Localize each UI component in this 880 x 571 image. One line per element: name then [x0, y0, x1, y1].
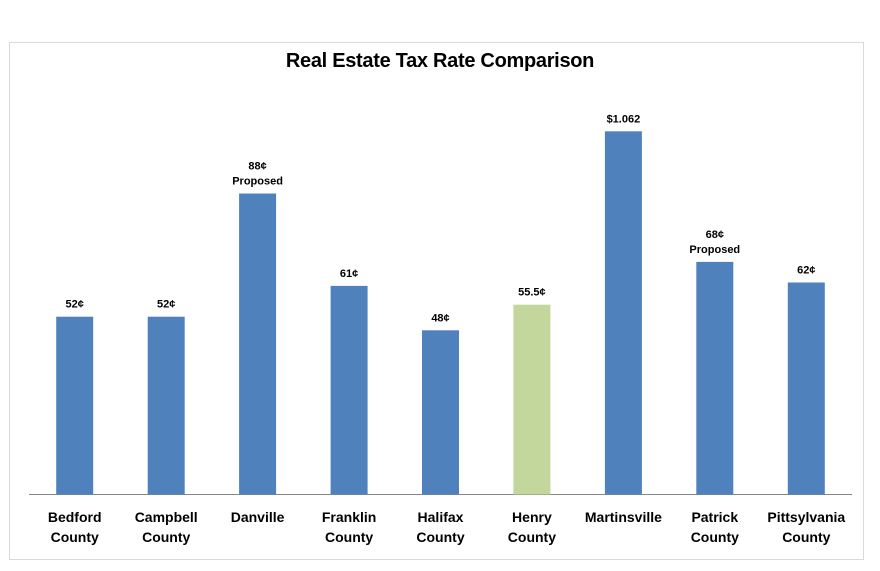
bar-henry-county	[513, 304, 551, 495]
bar-martinsville	[604, 131, 642, 495]
data-label-henry-county: 55.5¢	[518, 287, 546, 299]
x-tick-labels-group: Bedford County Campbell County Danville Frank…	[48, 509, 846, 545]
x-tick-label-campbell-county-line-1: Campbell	[135, 509, 198, 525]
x-tick-label-martinsville: Martinsville	[585, 509, 662, 525]
bars-group	[56, 131, 825, 495]
bar-halifax-county	[422, 330, 459, 495]
x-tick-label-patrick-county-line-2: County	[691, 529, 739, 545]
x-tick-label-patrick-county-line-1: Patrick	[691, 509, 738, 525]
data-label-patrick-county-line-2: Proposed	[689, 244, 740, 256]
bar-danville	[239, 193, 277, 495]
data-label-danville-line-1: 88¢	[248, 161, 266, 173]
data-label-campbell-county: 52¢	[157, 299, 175, 311]
data-label-danville-line-2: Proposed	[232, 176, 283, 188]
x-tick-label-henry-county-line-1: Henry	[512, 509, 552, 525]
bar-pittsylvania-county	[787, 282, 825, 495]
x-tick-label-bedford-county-line-2: County	[51, 529, 99, 545]
x-tick-label-franklin-county-line-1: Franklin	[322, 509, 376, 525]
data-label-pittsylvania-county: 62¢	[797, 265, 815, 277]
x-tick-label-henry-county-line-2: County	[508, 529, 556, 545]
bar-patrick-county	[696, 261, 734, 495]
data-label-martinsville: $1.062	[607, 113, 641, 125]
x-tick-label-halifax-county-line-2: County	[416, 529, 464, 545]
data-label-patrick-county-line-1: 68¢	[706, 229, 724, 241]
x-tick-label-halifax-county-line-1: Halifax	[418, 509, 464, 525]
bar-campbell-county	[147, 316, 185, 495]
x-tick-label-campbell-county-line-2: County	[142, 529, 190, 545]
data-label-bedford-county: 52¢	[66, 299, 84, 311]
x-tick-label-franklin-county-line-2: County	[325, 529, 373, 545]
bar-bedford-county	[56, 316, 94, 495]
data-label-halifax-county: 48¢	[431, 312, 449, 324]
x-tick-label-pittsylvania-county-line-1: Pittsylvania	[767, 509, 845, 525]
x-tick-label-bedford-county-line-1: Bedford	[48, 509, 102, 525]
x-tick-label-pittsylvania-county-line-2: County	[782, 529, 830, 545]
chart-title: Real Estate Tax Rate Comparison	[285, 50, 595, 72]
data-label-franklin-county: 61¢	[340, 268, 358, 280]
data-labels-group: 52¢ 52¢ 88¢ Proposed 61¢ 48¢ 55.5¢ $1.062 68¢ Pro…	[66, 113, 816, 324]
bar-franklin-county	[330, 285, 368, 495]
x-tick-label-danville: Danville	[231, 509, 285, 525]
